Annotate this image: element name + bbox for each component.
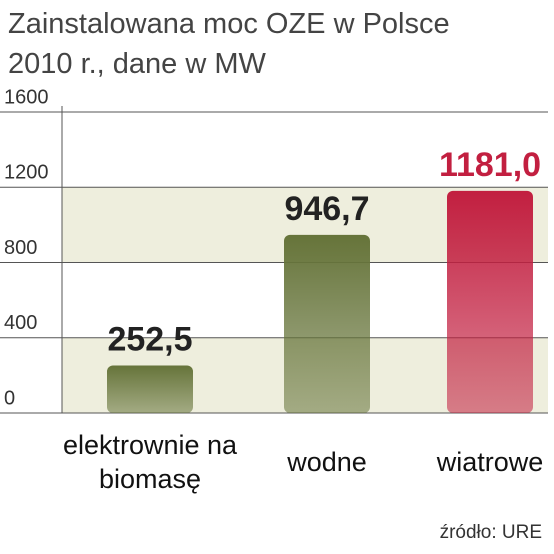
x-tick-label: elektrownie na biomasę	[62, 430, 238, 494]
y-tick-label: 0	[4, 387, 15, 409]
bar	[447, 190, 533, 413]
y-tick-label: 1600	[4, 86, 49, 108]
source: źródło: URE	[439, 522, 542, 543]
y-tick-label: 800	[4, 237, 37, 259]
bar	[107, 365, 193, 413]
bar	[284, 234, 370, 413]
y-tick-label: 1200	[4, 162, 49, 184]
chart-title: Zainstalowana moc OZE w Polsce 2010 r., …	[8, 8, 450, 80]
value-label: 946,7	[284, 190, 369, 228]
x-tick-label: wodne	[287, 447, 367, 477]
value-label: 1181,0	[439, 146, 541, 184]
x-tick-label: wiatrowe	[436, 447, 544, 477]
value-label: 252,5	[107, 320, 192, 358]
y-tick-label: 400	[4, 312, 37, 334]
